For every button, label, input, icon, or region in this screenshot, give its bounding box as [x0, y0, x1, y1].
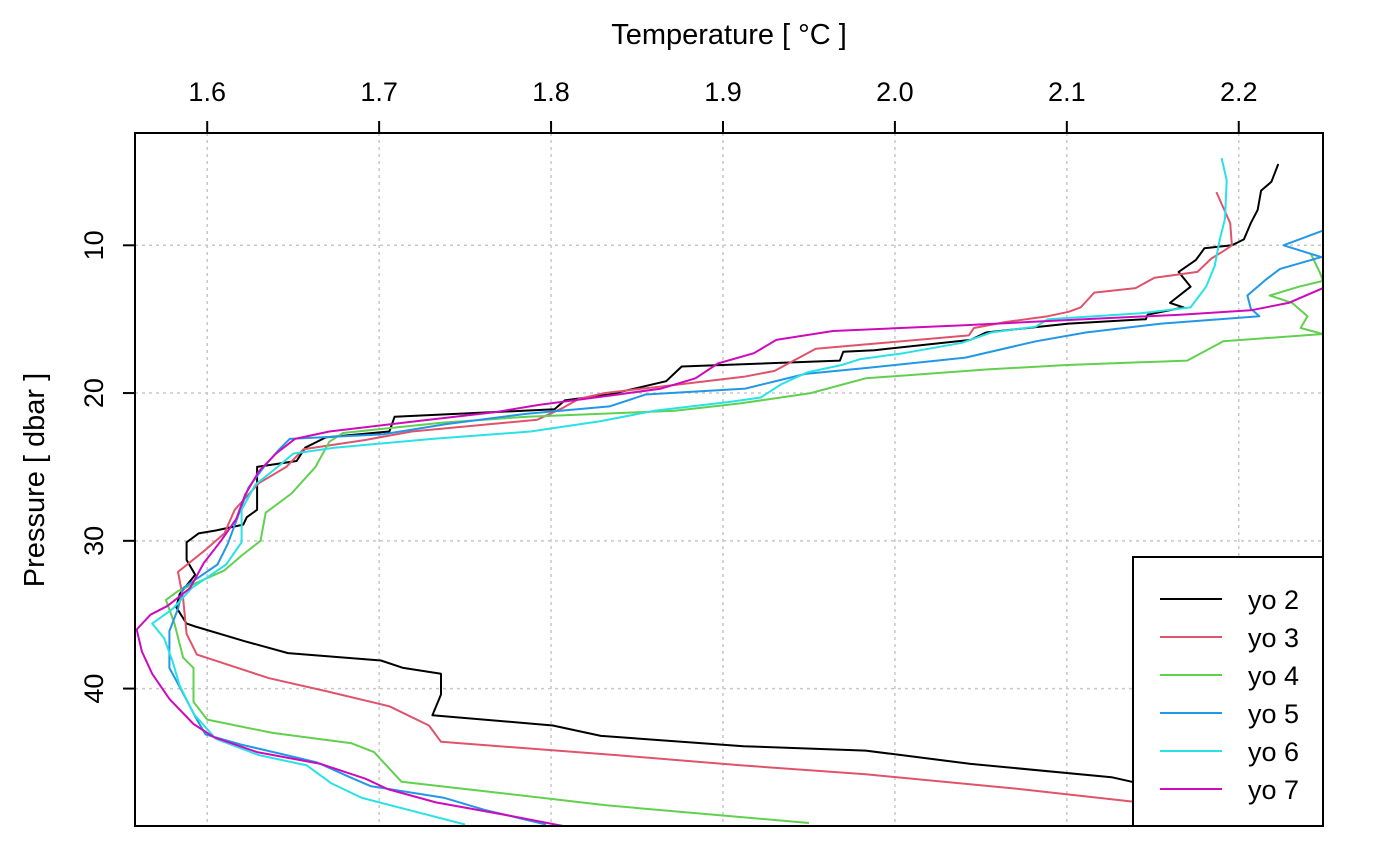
y-tick-label: 20 — [79, 378, 109, 408]
grid-lines — [135, 133, 1323, 826]
x-tick-label: 1.7 — [360, 77, 398, 107]
series-line-yo-5 — [168, 229, 1323, 826]
legend-label-yo-6: yo 6 — [1248, 737, 1299, 767]
legend-label-yo-3: yo 3 — [1248, 623, 1299, 653]
x-tick-label: 1.6 — [188, 77, 226, 107]
legend: yo 2 yo 3 yo 4 yo 5 yo 6 yo 7 — [1132, 556, 1324, 827]
x-axis-title: Temperature [ °C ] — [611, 19, 847, 51]
series-lines — [135, 157, 1323, 826]
series-line-yo-3 — [177, 191, 1233, 823]
y-axis-title: Pressure [ dbar ] — [19, 373, 51, 587]
series-line-yo-4 — [164, 253, 1323, 824]
series-line-yo-6 — [151, 157, 1228, 826]
axis-ticks: 1.6 1.7 1.8 1.9 2.0 2.1 2.2 10 20 30 40 — [79, 77, 1258, 704]
series-line-yo-2 — [175, 163, 1280, 793]
x-tick-label: 2.0 — [876, 77, 914, 107]
y-tick-label: 10 — [79, 230, 109, 260]
x-tick-label: 1.8 — [532, 77, 570, 107]
y-tick-label: 40 — [79, 674, 109, 704]
legend-box — [1132, 556, 1324, 827]
x-tick-label: 1.9 — [704, 77, 742, 107]
series-line-yo-7 — [135, 287, 1323, 826]
y-tick-label: 30 — [79, 526, 109, 556]
x-tick-label: 2.2 — [1220, 77, 1258, 107]
legend-label-yo-5: yo 5 — [1248, 699, 1299, 729]
plot-frame — [134, 132, 1324, 827]
legend-label-yo-7: yo 7 — [1248, 775, 1299, 805]
legend-label-yo-2: yo 2 — [1248, 585, 1299, 615]
legend-label-yo-4: yo 4 — [1248, 661, 1299, 691]
x-tick-label: 2.1 — [1048, 77, 1086, 107]
